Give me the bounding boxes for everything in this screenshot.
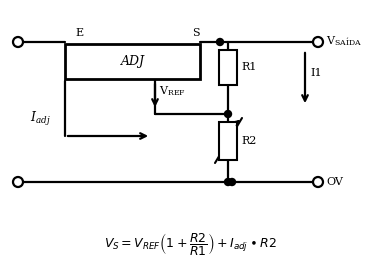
Text: $\mathregular{I_{adj}}$: $\mathregular{I_{adj}}$ — [30, 110, 51, 128]
Text: R2: R2 — [241, 136, 257, 146]
Text: S: S — [192, 28, 200, 38]
Bar — [219, 122, 237, 160]
Bar — [65, 44, 200, 79]
Circle shape — [313, 37, 323, 47]
Circle shape — [225, 178, 231, 185]
Text: ADJ: ADJ — [120, 55, 144, 68]
Circle shape — [217, 39, 223, 45]
Circle shape — [13, 37, 23, 47]
Circle shape — [228, 178, 236, 185]
Text: $V_S = V_{REF}\left(1+\dfrac{R2}{R1}\right) + \mathit{I}_{adj} \bullet R2$: $V_S = V_{REF}\left(1+\dfrac{R2}{R1}\rig… — [104, 231, 276, 257]
Circle shape — [225, 110, 231, 118]
Text: $\mathregular{V_{REF}}$: $\mathregular{V_{REF}}$ — [159, 85, 186, 98]
Bar — [219, 50, 237, 85]
Text: OV: OV — [326, 177, 343, 187]
Text: $\mathregular{V_{SA\acute{I}DA}}$: $\mathregular{V_{SA\acute{I}DA}}$ — [326, 34, 362, 48]
Circle shape — [313, 177, 323, 187]
Text: I1: I1 — [310, 68, 321, 78]
Circle shape — [13, 177, 23, 187]
Text: E: E — [75, 28, 83, 38]
Text: R1: R1 — [241, 62, 257, 73]
